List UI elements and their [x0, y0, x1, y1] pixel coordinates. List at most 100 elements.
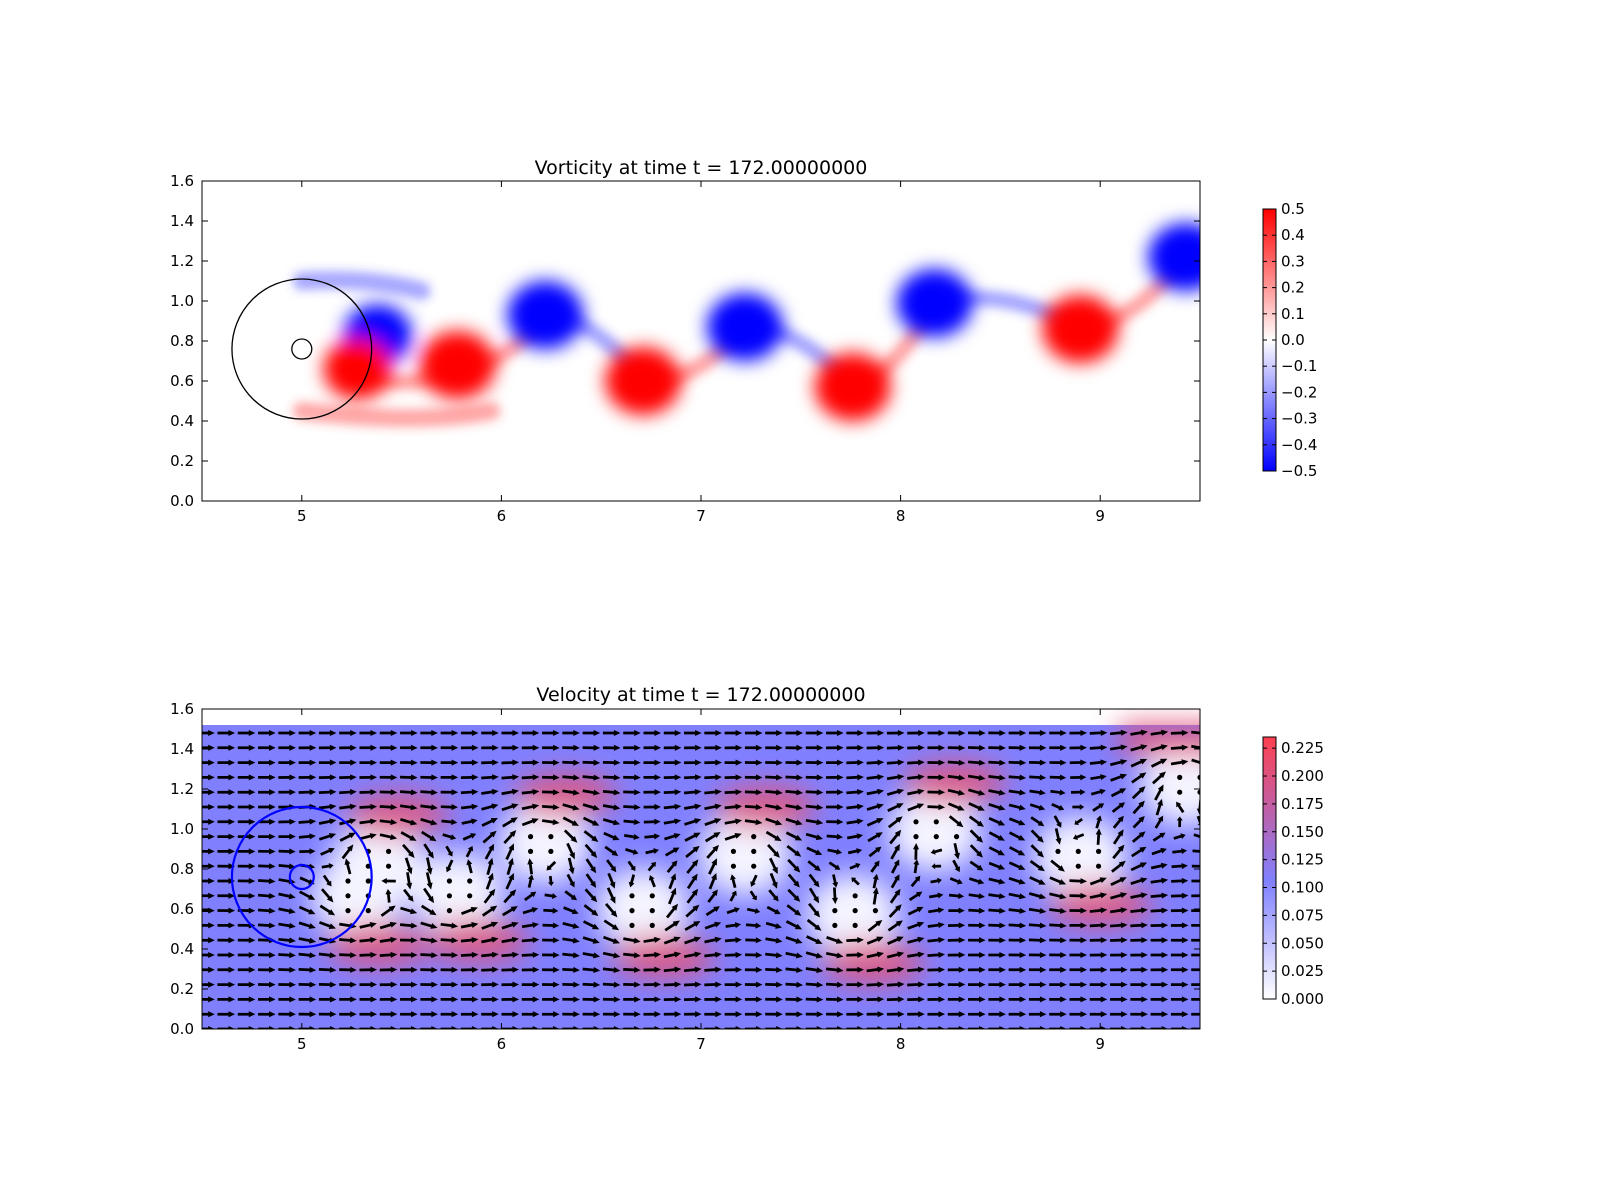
- quiver-arrow: [1130, 907, 1148, 914]
- quiver-arrow: [217, 907, 236, 914]
- quiver-arrow: [562, 816, 579, 826]
- quiver-arrow: [563, 906, 579, 915]
- quiver-arrow: [359, 774, 378, 781]
- colorbar-tick-label: 0.125: [1281, 851, 1324, 869]
- quiver-arrow: [359, 818, 378, 825]
- quiver-arrow: [359, 921, 377, 929]
- quiver-arrow: [907, 996, 925, 1003]
- quiver-arrow: [724, 744, 743, 751]
- quiver-arrow: [298, 744, 317, 751]
- quiver-arrow: [1008, 1011, 1027, 1018]
- quiver-arrow: [947, 788, 966, 796]
- vorticity-circles: [231, 278, 373, 420]
- quiver-arrow: [542, 1011, 560, 1018]
- quiver-arrow: [562, 1025, 580, 1029]
- quiver-arrow: [1069, 922, 1088, 929]
- quiver-arrow: [663, 759, 682, 766]
- quiver-arrow: [886, 981, 905, 988]
- quiver-arrow: [278, 848, 296, 855]
- quiver-arrow: [968, 922, 986, 929]
- quiver-dot: [751, 863, 757, 869]
- quiver-arrow: [298, 890, 316, 900]
- quiver-arrow: [663, 951, 682, 959]
- quiver-arrow: [318, 729, 337, 737]
- quiver-dot: [1197, 789, 1200, 795]
- quiver-arrow: [948, 815, 964, 828]
- quiver-arrow: [1170, 922, 1189, 929]
- quiver-arrow: [724, 789, 743, 796]
- quiver-arrow: [460, 744, 479, 751]
- quiver-dot: [852, 922, 858, 929]
- quiver-arrow: [1069, 1025, 1088, 1029]
- quiver-arrow: [562, 937, 580, 944]
- quiver-arrow: [606, 887, 616, 904]
- quiver-arrow: [787, 858, 801, 873]
- quiver-arrow: [440, 952, 459, 959]
- quiver-arrow: [643, 1011, 662, 1018]
- quiver-arrow: [643, 966, 662, 973]
- quiver-arrow: [866, 729, 885, 737]
- quiver-arrow: [724, 818, 743, 825]
- quiver-arrow: [318, 803, 337, 810]
- quiver-arrow: [1008, 951, 1027, 959]
- quiver-arrow: [602, 1025, 621, 1029]
- quiver-arrow: [947, 729, 966, 737]
- quiver-arrow: [202, 877, 215, 885]
- quiver-arrow: [846, 818, 864, 825]
- quiver-arrow: [298, 729, 317, 737]
- quiver-arrow: [765, 981, 783, 988]
- quiver-arrow: [1130, 877, 1148, 885]
- quiver-arrow: [1008, 996, 1027, 1003]
- quiver-arrow: [423, 887, 435, 904]
- quiver-arrow: [967, 759, 986, 766]
- quiver-arrow: [1030, 844, 1044, 858]
- quiver-arrow: [907, 1011, 925, 1018]
- quiver-arrow: [766, 905, 781, 915]
- quiver-arrow: [623, 1025, 641, 1029]
- quiver-arrow: [988, 996, 1006, 1003]
- quiver-arrow: [704, 729, 722, 737]
- quiver-arrow: [1072, 833, 1085, 840]
- quiver-arrow: [1008, 892, 1027, 900]
- quiver-arrow: [968, 1011, 986, 1018]
- quiver-arrow: [582, 981, 601, 988]
- quiver-arrow: [258, 981, 276, 988]
- quiver-arrow: [258, 966, 276, 973]
- quiver-arrow: [846, 759, 864, 766]
- quiver-arrow: [237, 759, 256, 766]
- quiver-arrow: [501, 966, 520, 973]
- vorticity-title: Vorticity at time t = 172.00000000: [535, 157, 868, 179]
- quiver-arrow: [684, 818, 702, 826]
- quiver-arrow: [602, 804, 621, 811]
- quiver-arrow: [1130, 729, 1148, 736]
- quiver-arrow: [501, 729, 520, 737]
- quiver-arrow: [988, 816, 1006, 826]
- quiver-arrow: [440, 981, 459, 988]
- quiver-arrow: [826, 1025, 844, 1029]
- quiver-arrow: [202, 848, 215, 855]
- quiver-arrow: [481, 981, 499, 988]
- x-tick-label: 9: [1095, 507, 1105, 525]
- quiver-arrow: [582, 996, 601, 1003]
- quiver-arrow: [420, 966, 438, 973]
- quiver-arrow: [708, 858, 717, 875]
- quiver-arrow: [1069, 892, 1088, 899]
- quiver-arrow: [521, 951, 540, 958]
- quiver-arrow: [501, 803, 519, 812]
- quiver-arrow: [278, 774, 296, 781]
- quiver-arrow: [381, 877, 396, 884]
- quiver-arrow: [399, 922, 418, 929]
- quiver-arrow: [785, 996, 804, 1003]
- quiver-arrow: [1029, 803, 1046, 811]
- quiver-arrow: [704, 744, 722, 751]
- quiver-arrow: [379, 774, 398, 781]
- quiver-arrow: [582, 774, 601, 781]
- quiver-arrow: [202, 951, 215, 959]
- quiver-arrow: [664, 847, 680, 857]
- quiver-arrow: [1150, 951, 1169, 959]
- quiver-arrow: [886, 729, 905, 736]
- quiver-arrow: [602, 935, 620, 944]
- quiver-dot: [629, 908, 635, 914]
- quiver-arrow: [440, 744, 459, 751]
- quiver-arrow: [237, 833, 256, 840]
